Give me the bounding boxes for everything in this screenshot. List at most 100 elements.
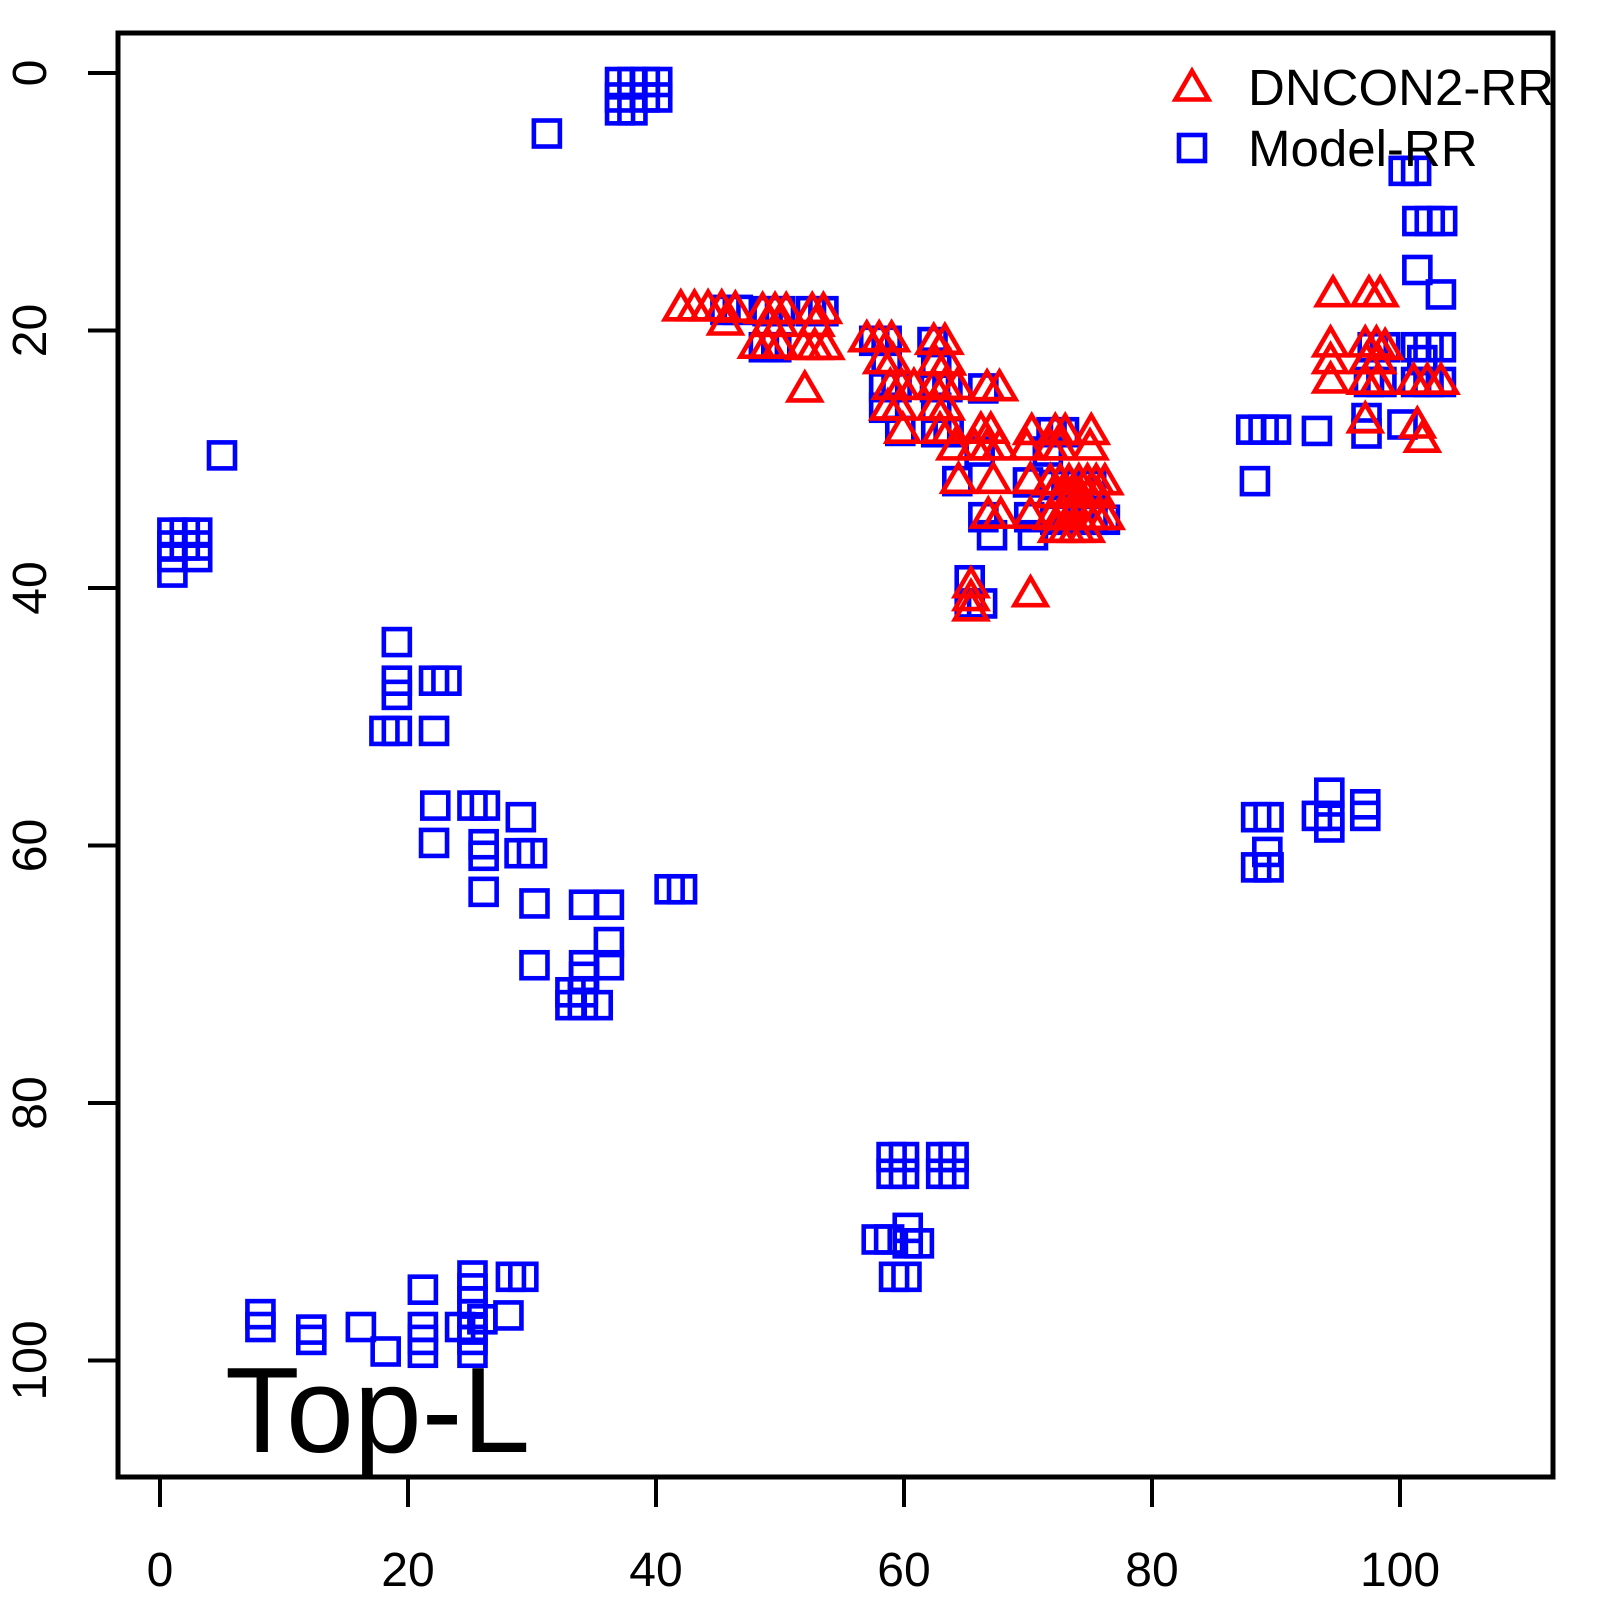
legend: DNCON2-RR Model-RR <box>1171 59 1554 177</box>
model-rr-point <box>593 926 625 958</box>
dncon2-rr-point <box>1010 573 1051 608</box>
model-rr-point <box>1400 155 1432 187</box>
y-tick-label: 20 <box>4 304 57 357</box>
dncon2-rr-point <box>1360 273 1401 308</box>
model-rr-point <box>1260 414 1292 445</box>
model-rr-point <box>206 440 238 471</box>
model-rr-point <box>468 876 499 908</box>
dncon2-rr-point <box>979 367 1020 402</box>
dncon2-rr-point <box>1077 473 1118 509</box>
x-tick-label: 80 <box>1125 1544 1178 1597</box>
model-rr-point <box>295 1314 327 1345</box>
model-rr-point <box>419 790 451 821</box>
dncon2-rr-point <box>1006 426 1047 461</box>
model-rr-point <box>457 1337 488 1369</box>
dncon2-rr-point <box>1310 323 1351 358</box>
x-axis: 0 20 40 60 80 100 <box>147 1477 1440 1597</box>
model-rr-point <box>666 873 698 905</box>
model-rr-point <box>593 889 625 921</box>
dncon2-rr-point <box>1071 410 1112 446</box>
model-rr-point <box>418 715 450 747</box>
model-rr-point <box>381 626 413 658</box>
dncon2-rr-point <box>1357 340 1398 375</box>
legend-label-model: Model-RR <box>1248 120 1478 177</box>
model-rr-point <box>431 665 462 697</box>
x-tick-label: 60 <box>877 1544 930 1597</box>
x-tick-label: 40 <box>629 1544 682 1597</box>
dncon2-rr-point <box>1010 459 1051 495</box>
series-dncon2-rr <box>660 273 1461 622</box>
dncon2-rr-point <box>1313 273 1354 308</box>
dncon2-rr-point <box>760 324 800 359</box>
model-rr-point <box>1426 205 1458 237</box>
model-rr-point <box>1253 801 1284 833</box>
legend-triangle-icon <box>1171 66 1213 102</box>
model-rr-point <box>568 889 600 921</box>
model-rr-point <box>1402 254 1433 286</box>
dncon2-rr-point <box>893 365 934 401</box>
dncon2-rr-point <box>1086 495 1127 531</box>
model-rr-point <box>516 837 548 869</box>
dncon2-rr-point <box>1402 418 1443 453</box>
model-rr-point <box>888 1158 920 1190</box>
legend-label-dncon2: DNCON2-RR <box>1248 59 1554 116</box>
y-tick-label: 60 <box>4 819 57 872</box>
model-rr-point <box>903 1228 935 1259</box>
model-rr-point <box>295 1324 327 1356</box>
model-rr-point <box>345 1311 377 1343</box>
model-rr-point <box>1253 852 1284 883</box>
model-rr-point <box>407 1337 439 1369</box>
model-rr-point <box>891 1261 922 1293</box>
dncon2-rr-point <box>882 409 923 444</box>
model-rr-point <box>519 949 550 981</box>
model-rr-point <box>381 679 413 711</box>
dncon2-rr-point <box>1397 404 1438 439</box>
dncon2-rr-point <box>934 426 975 461</box>
plot-annotation-top-l: Top-L <box>225 1342 530 1478</box>
dncon2-rr-point <box>950 576 991 612</box>
model-rr-point <box>938 1158 969 1190</box>
y-axis: 0 20 40 60 80 100 <box>4 60 118 1401</box>
model-rr-point <box>407 1274 439 1305</box>
x-tick-label: 100 <box>1360 1544 1440 1597</box>
dncon2-rr-point <box>805 325 846 361</box>
legend-square-icon <box>1176 132 1208 164</box>
model-rr-point <box>1425 279 1457 310</box>
model-rr-point <box>493 1300 524 1331</box>
dncon2-rr-point <box>1066 508 1107 544</box>
model-rr-point <box>873 1224 905 1255</box>
plot-border <box>115 30 1556 1480</box>
dncon2-rr-point <box>950 587 991 622</box>
dncon2-rr-point <box>1010 494 1051 529</box>
model-rr-point <box>469 790 501 821</box>
dncon2-rr-point <box>705 301 746 336</box>
dncon2-rr-point <box>938 459 979 495</box>
model-rr-point <box>370 1336 401 1367</box>
model-rr-point <box>1314 812 1345 843</box>
dncon2-rr-point <box>1345 399 1386 434</box>
model-rr-point <box>1301 415 1333 447</box>
dncon2-rr-point <box>937 365 978 401</box>
model-rr-point <box>617 95 648 126</box>
x-tick-label: 20 <box>381 1544 434 1597</box>
model-rr-point <box>976 519 1008 551</box>
dncon2-rr-point <box>973 459 1014 495</box>
y-tick-label: 0 <box>4 60 57 87</box>
model-rr-point <box>1349 800 1381 832</box>
model-rr-point <box>381 715 413 747</box>
model-rr-point <box>1239 465 1271 497</box>
model-rr-point <box>531 118 563 149</box>
model-rr-point <box>181 541 213 573</box>
model-rr-point <box>418 827 450 859</box>
dncon2-rr-point <box>1356 323 1397 358</box>
dncon2-rr-point <box>979 426 1020 461</box>
y-tick-label: 40 <box>4 561 57 614</box>
dncon2-rr-point <box>980 494 1021 529</box>
model-rr-point <box>519 888 550 919</box>
series-model-rr <box>157 66 1458 1369</box>
x-tick-label: 0 <box>147 1544 174 1597</box>
model-rr-point <box>157 557 188 588</box>
dncon2-rr-point <box>1310 359 1351 394</box>
